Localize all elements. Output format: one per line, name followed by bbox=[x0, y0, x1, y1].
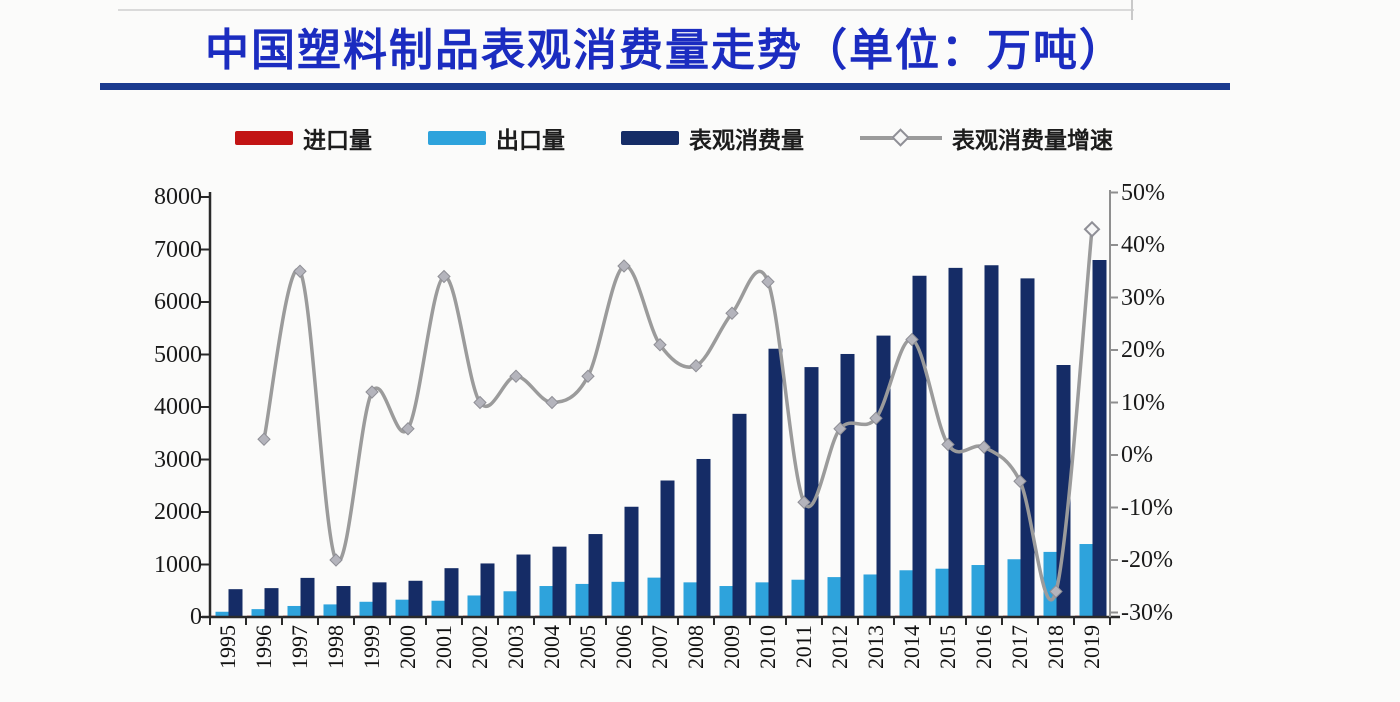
growth-marker-2004 bbox=[545, 395, 559, 410]
bar-出口量-2008 bbox=[683, 582, 697, 617]
growth-marker-2010 bbox=[761, 275, 775, 289]
bar-出口量-2016 bbox=[971, 565, 985, 617]
bar-出口量-2015 bbox=[935, 568, 949, 617]
growth-marker-2003 bbox=[509, 369, 523, 383]
bar-出口量-1999 bbox=[359, 601, 373, 617]
bar-表观消费量-2016 bbox=[984, 265, 999, 617]
bar-表观消费量-2008 bbox=[696, 458, 711, 617]
bar-表观消费量-2011 bbox=[804, 367, 819, 617]
growth-marker-2013 bbox=[869, 411, 883, 425]
bar-出口量-2012 bbox=[827, 577, 841, 617]
legend-label-import: 进口量 bbox=[303, 128, 372, 154]
consumption-color-swatch bbox=[621, 131, 679, 145]
bar-表观消费量-2002 bbox=[480, 563, 495, 617]
bar-表观消费量-2003 bbox=[516, 554, 531, 617]
bar-出口量-2017 bbox=[1007, 559, 1021, 617]
growth-marker-1998 bbox=[329, 553, 343, 567]
bar-表观消费量-2006 bbox=[624, 506, 639, 617]
bar-出口量-2000 bbox=[395, 599, 409, 617]
bar-表观消费量-2010 bbox=[768, 348, 783, 617]
growth-marker-2009 bbox=[725, 306, 739, 320]
bar-出口量-2013 bbox=[863, 574, 877, 617]
legend: 进口量 出口量 表观消费量 表观消费量增速 bbox=[235, 120, 1113, 156]
bar-出口量-1996 bbox=[251, 609, 265, 617]
growth-marker-2005 bbox=[581, 369, 595, 383]
bar-表观消费量-2018 bbox=[1056, 365, 1071, 617]
growth-marker-2001 bbox=[437, 269, 451, 284]
growth-marker-2007 bbox=[653, 338, 667, 352]
bar-表观消费量-2019 bbox=[1092, 260, 1107, 617]
growth-line bbox=[262, 227, 1094, 602]
bar-出口量-2004 bbox=[539, 586, 553, 617]
growth-marker-1996 bbox=[257, 432, 271, 446]
chart-title: 中国塑料制品表观消费量走势（单位：万吨） bbox=[205, 25, 1125, 76]
growth-marker-1999 bbox=[365, 385, 379, 399]
title-underline bbox=[100, 83, 1230, 90]
bar-出口量-2001 bbox=[431, 600, 445, 617]
bar-表观消费量-2017 bbox=[1020, 278, 1035, 617]
bar-表观消费量-2005 bbox=[588, 534, 603, 617]
growth-marker-2008 bbox=[689, 359, 703, 373]
bar-表观消费量-2012 bbox=[840, 353, 855, 617]
bar-出口量-2009 bbox=[719, 586, 733, 617]
bar-表观消费量-2004 bbox=[552, 546, 567, 617]
export-color-swatch bbox=[428, 131, 486, 145]
bar-表观消费量-1999 bbox=[372, 582, 387, 617]
bar-出口量-2014 bbox=[899, 570, 913, 617]
growth-marker-2000 bbox=[401, 422, 415, 436]
growth-marker-2016 bbox=[977, 440, 991, 454]
growth-marker-2019 bbox=[1083, 220, 1101, 238]
legend-label-growth: 表观消费量增速 bbox=[952, 128, 1113, 154]
legend-item-import: 进口量 bbox=[235, 121, 372, 155]
bar-表观消费量-2000 bbox=[408, 580, 423, 617]
bar-出口量-2003 bbox=[503, 591, 517, 617]
bar-出口量-2007 bbox=[647, 577, 661, 617]
bar-表观消费量-2015 bbox=[948, 267, 963, 617]
legend-item-export: 出口量 bbox=[428, 121, 565, 155]
bar-出口量-2019 bbox=[1079, 544, 1093, 617]
growth-marker-2002 bbox=[473, 395, 487, 410]
decorative-hairline-top bbox=[118, 9, 1134, 11]
bar-表观消费量-2013 bbox=[876, 335, 891, 617]
growth-marker-2014 bbox=[905, 332, 919, 347]
legend-label-export: 出口量 bbox=[496, 128, 565, 154]
growth-marker-2017 bbox=[1013, 474, 1027, 488]
bar-出口量-1997 bbox=[287, 605, 301, 617]
bar-出口量-2018 bbox=[1043, 551, 1057, 617]
bar-出口量-2011 bbox=[791, 579, 805, 617]
bar-表观消费量-1997 bbox=[300, 577, 315, 617]
growth-marker-2015 bbox=[941, 437, 955, 452]
growth-marker-2006 bbox=[617, 259, 631, 273]
bar-表观消费量-1996 bbox=[264, 588, 279, 617]
bar-出口量-2002 bbox=[467, 595, 481, 617]
bar-表观消费量-2009 bbox=[732, 413, 747, 617]
legend-label-consumption: 表观消费量 bbox=[689, 128, 804, 154]
bar-出口量-1998 bbox=[323, 604, 337, 617]
growth-marker-2011 bbox=[797, 495, 811, 509]
bar-表观消费量-2014 bbox=[912, 275, 927, 617]
bar-表观消费量-1998 bbox=[336, 586, 351, 617]
legend-item-growth: 表观消费量增速 bbox=[860, 121, 1113, 155]
bar-表观消费量-2001 bbox=[444, 568, 459, 617]
bar-出口量-2006 bbox=[611, 581, 625, 617]
bar-出口量-2005 bbox=[575, 583, 589, 617]
bar-出口量-2010 bbox=[755, 582, 769, 617]
import-color-swatch bbox=[235, 131, 293, 145]
growth-line-swatch bbox=[860, 128, 942, 147]
decorative-tick-top-right bbox=[1131, 0, 1133, 20]
bar-表观消费量-2007 bbox=[660, 480, 675, 617]
legend-item-consumption: 表观消费量 bbox=[621, 121, 804, 155]
bar-出口量-1995 bbox=[215, 611, 229, 617]
bar-表观消费量-1995 bbox=[228, 589, 243, 617]
growth-marker-1997 bbox=[293, 264, 307, 278]
growth-marker-2012 bbox=[833, 422, 847, 436]
growth-marker-2018 bbox=[1049, 584, 1063, 599]
